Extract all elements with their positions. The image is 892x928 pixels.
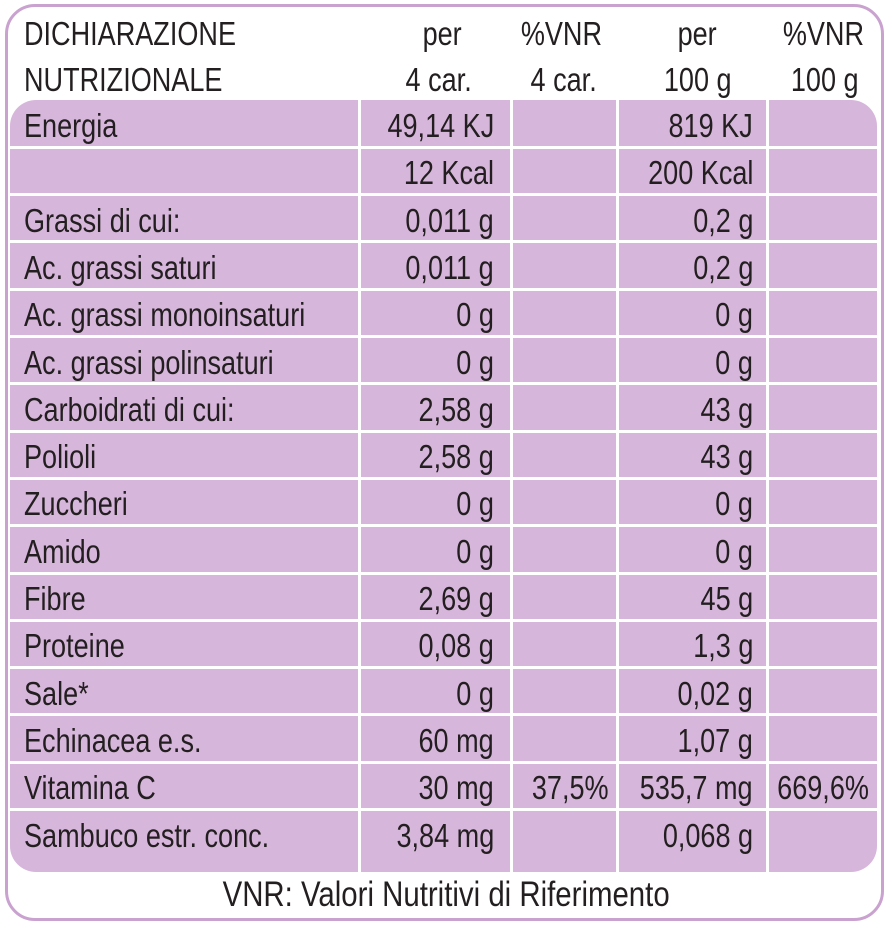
header-title-line1: DICHIARAZIONE bbox=[24, 15, 236, 52]
value-per-4car: 3,84 mg bbox=[396, 816, 494, 854]
column-divider bbox=[766, 100, 769, 872]
value-per-4car: 2,69 g bbox=[418, 580, 494, 617]
nutrient-name: Fibre bbox=[24, 580, 86, 617]
value-per-100g: 0 g bbox=[715, 296, 753, 334]
nutrient-name: Energia bbox=[24, 107, 118, 144]
row-divider bbox=[10, 666, 877, 670]
value-per-100g: 200 Kcal bbox=[647, 154, 753, 192]
nutrient-name: Ac. grassi monoinsaturi bbox=[24, 296, 306, 334]
row-divider bbox=[10, 429, 877, 433]
nutrient-name: Echinacea e.s. bbox=[24, 721, 202, 759]
header-vnr-4car-line2: 4 car. bbox=[530, 61, 597, 98]
header-vnr-4car-line1: %VNR bbox=[520, 15, 602, 52]
value-per-4car: 0 g bbox=[456, 532, 494, 570]
row-divider bbox=[10, 287, 877, 291]
table-header: DICHIARAZIONE NUTRIZIONALE per 4 car. %V… bbox=[0, 0, 892, 100]
value-per-100g: 0,068 g bbox=[662, 816, 753, 854]
value-per-4car: 0 g bbox=[456, 674, 494, 712]
value-per-100g: 819 KJ bbox=[668, 107, 753, 144]
value-per-100g: 0 g bbox=[715, 485, 753, 523]
row-divider bbox=[10, 145, 877, 149]
value-per-100g: 1,07 g bbox=[677, 721, 753, 759]
row-divider bbox=[10, 335, 877, 338]
nutrient-name: Zuccheri bbox=[24, 485, 128, 523]
column-divider bbox=[510, 100, 513, 872]
footer-text: VNR: Valori Nutritivi di Riferimento bbox=[222, 875, 670, 914]
value-per-4car: 2,58 g bbox=[418, 438, 494, 476]
value-per-4car: 0,08 g bbox=[418, 627, 494, 665]
row-divider bbox=[10, 524, 877, 528]
header-per-4car-line1: per bbox=[422, 15, 462, 52]
vnr-per-100g: 669,6% bbox=[777, 769, 869, 807]
value-per-100g: 535,7 mg bbox=[640, 769, 753, 807]
header-vnr-100g-line2: 100 g bbox=[791, 61, 859, 98]
row-divider bbox=[10, 713, 877, 717]
nutrient-name: Amido bbox=[24, 532, 101, 570]
header-per-100g-line2: 100 g bbox=[664, 61, 732, 98]
row-divider bbox=[10, 760, 877, 764]
label-frame bbox=[5, 4, 884, 921]
value-per-4car: 12 Kcal bbox=[403, 154, 494, 192]
nutrient-name: Carboidrati di cui: bbox=[24, 390, 235, 428]
value-per-100g: 0,02 g bbox=[677, 674, 753, 712]
row-divider bbox=[10, 618, 877, 622]
row-divider bbox=[10, 240, 877, 244]
value-per-4car: 0 g bbox=[456, 343, 494, 381]
value-per-100g: 0 g bbox=[715, 532, 753, 570]
header-per-100g-line1: per bbox=[677, 15, 717, 52]
value-per-4car: 2,58 g bbox=[418, 390, 494, 428]
footer-note: VNR: Valori Nutritivi di Riferimento bbox=[0, 873, 892, 917]
nutrient-name: Polioli bbox=[24, 438, 97, 476]
value-per-4car: 60 mg bbox=[418, 721, 494, 759]
value-per-100g: 45 g bbox=[700, 580, 753, 617]
value-per-4car: 0 g bbox=[456, 296, 494, 334]
value-per-4car: 49,14 KJ bbox=[387, 107, 494, 144]
value-per-4car: 0 g bbox=[456, 485, 494, 523]
header-title-line2: NUTRIZIONALE bbox=[24, 61, 223, 98]
nutrient-name: Ac. grassi polinsaturi bbox=[24, 343, 274, 381]
nutrient-name: Proteine bbox=[24, 627, 125, 665]
nutrient-name: Vitamina C bbox=[24, 769, 156, 807]
row-divider bbox=[10, 571, 877, 575]
column-divider bbox=[358, 100, 361, 872]
value-per-4car: 0,011 g bbox=[405, 201, 494, 239]
row-divider bbox=[10, 193, 877, 197]
value-per-100g: 43 g bbox=[700, 390, 753, 428]
vnr-per-4car: 37,5% bbox=[532, 769, 609, 807]
nutrient-name: Sale* bbox=[24, 674, 89, 712]
value-per-4car: 0,011 g bbox=[405, 248, 494, 286]
row-divider bbox=[10, 382, 877, 386]
nutrient-name: Sambuco estr. conc. bbox=[24, 816, 270, 854]
value-per-100g: 0,2 g bbox=[692, 248, 753, 286]
value-per-4car: 30 mg bbox=[418, 769, 494, 807]
value-per-100g: 43 g bbox=[700, 438, 753, 476]
nutrition-table: Energia 49,14 KJ 819 KJ 12 Kcal 200 Kcal Gras… bbox=[10, 100, 877, 872]
nutrient-name: Grassi di cui: bbox=[24, 201, 181, 239]
nutrient-name: Ac. grassi saturi bbox=[24, 248, 217, 286]
column-divider bbox=[616, 100, 619, 872]
value-per-100g: 1,3 g bbox=[692, 627, 753, 665]
value-per-100g: 0 g bbox=[715, 343, 753, 381]
header-per-4car-line2: 4 car. bbox=[405, 61, 472, 98]
row-divider bbox=[10, 476, 877, 480]
value-per-100g: 0,2 g bbox=[692, 201, 753, 239]
header-vnr-100g-line1: %VNR bbox=[782, 15, 864, 52]
row-divider bbox=[10, 808, 877, 811]
